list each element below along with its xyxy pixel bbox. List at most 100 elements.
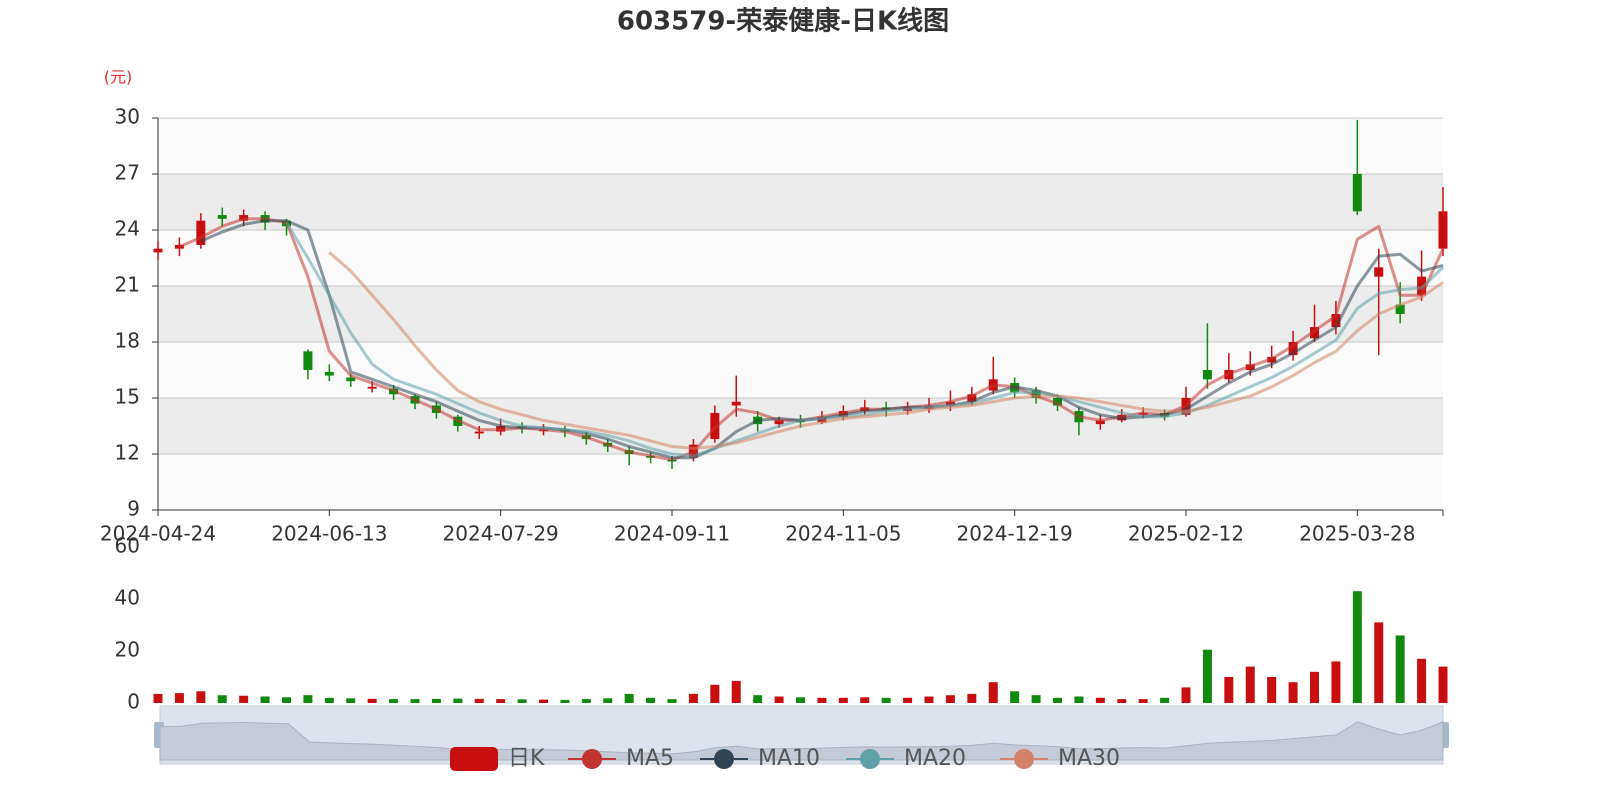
legend-label: 日K	[508, 746, 545, 771]
y-tick-label: 27	[115, 161, 140, 185]
volume-bar	[260, 696, 270, 703]
candle-body	[1202, 370, 1212, 380]
volume-bar	[603, 698, 613, 703]
candle-body	[731, 401, 741, 406]
volume-bar	[217, 695, 227, 703]
volume-bar	[1224, 677, 1234, 703]
volume-bar	[282, 697, 291, 703]
volume-bar	[324, 697, 334, 703]
volume-bar	[903, 697, 913, 703]
volume-tick-label: 20	[115, 638, 140, 662]
volume-bar	[1117, 699, 1127, 703]
candle-body	[1438, 211, 1448, 249]
candle-body	[196, 220, 206, 245]
y-tick-label: 9	[127, 497, 140, 521]
volume-bar	[581, 699, 591, 703]
volume-bar	[624, 693, 634, 703]
volume-bar	[817, 697, 827, 703]
volume-bar	[196, 691, 206, 703]
volume-tick-label: 40	[115, 586, 140, 610]
volume-bar	[410, 699, 420, 703]
candle-body	[1095, 420, 1105, 425]
volume-tick-label: 0	[127, 690, 140, 714]
volume-bar	[731, 680, 741, 703]
volume-bar	[1438, 666, 1448, 703]
candle-body	[1031, 390, 1041, 398]
bands	[158, 118, 1443, 510]
legend-icon	[1014, 749, 1034, 769]
x-tick-label: 2024-11-05	[785, 522, 901, 546]
candle-body	[474, 431, 484, 434]
volume-bar	[474, 698, 484, 703]
x-tick-label: 2024-04-24	[100, 522, 216, 546]
x-tick-label: 2024-06-13	[271, 522, 387, 546]
volume-bar	[1138, 699, 1148, 703]
volume-bar	[688, 693, 698, 703]
split-area	[158, 230, 1443, 286]
volume-tick-label: 60	[115, 534, 140, 558]
volume-bar	[453, 698, 463, 703]
volume-bar	[517, 699, 527, 703]
volume-bar	[710, 684, 720, 703]
candle-body	[1288, 342, 1298, 356]
legend-label: MA20	[904, 746, 966, 771]
volume-bar	[1331, 661, 1341, 703]
volume-bar	[1352, 591, 1362, 703]
volume-bar	[560, 699, 570, 703]
candle-body	[945, 401, 955, 406]
volume-bar	[988, 682, 998, 703]
legend-icon	[714, 749, 734, 769]
y-tick-label: 24	[115, 217, 140, 241]
volume-bar	[1074, 696, 1084, 703]
split-area	[158, 118, 1443, 174]
candle-body	[153, 248, 163, 253]
candle-body	[217, 215, 227, 219]
candle-body	[324, 371, 334, 376]
x-tick-label: 2025-02-12	[1128, 522, 1244, 546]
x-tick-label: 2024-07-29	[443, 522, 559, 546]
legend-label: MA5	[626, 746, 674, 771]
ma-line	[285, 221, 1445, 458]
volume-bar	[945, 695, 955, 703]
candle-body	[1053, 398, 1062, 406]
volume-bar	[431, 698, 441, 703]
legend-icon	[450, 747, 498, 771]
volume-bar	[346, 698, 356, 703]
volume-bar	[539, 699, 548, 703]
candle-body	[1395, 304, 1405, 314]
volume-bar	[1181, 687, 1191, 703]
volume-bar	[774, 696, 784, 703]
split-area	[158, 454, 1443, 510]
volume-bar	[1288, 682, 1298, 703]
y-tick-label: 15	[115, 385, 140, 409]
volume-bar	[239, 695, 249, 703]
volume-bar	[389, 699, 399, 703]
y-unit: (元)	[104, 68, 133, 87]
ma-line	[328, 251, 1444, 450]
volume-bar	[796, 697, 805, 703]
volume-bar	[838, 697, 848, 703]
volume-bar	[303, 695, 313, 703]
y-tick-label: 12	[115, 441, 140, 465]
legend-icon	[860, 749, 880, 769]
volume-bar	[1053, 697, 1062, 703]
candle-body	[346, 377, 356, 382]
volume-bar	[646, 697, 656, 703]
chart-title: 603579-荣泰健康-日K线图	[617, 6, 949, 37]
candle-body	[1352, 174, 1362, 212]
volume-bar	[667, 699, 677, 703]
volume-bar	[967, 693, 977, 703]
volume-bar	[1010, 691, 1020, 703]
volume-bar	[1267, 677, 1277, 703]
volume-bar	[1395, 635, 1405, 703]
candle-body	[1374, 267, 1384, 277]
y-tick-label: 18	[115, 329, 140, 353]
x-tick-label: 2024-09-11	[614, 522, 730, 546]
volume-bar	[1310, 671, 1319, 703]
x-tick-label: 2025-03-28	[1299, 522, 1415, 546]
volume-bar	[1095, 697, 1105, 703]
candle-body	[303, 351, 313, 370]
volume-bar	[753, 695, 763, 703]
volume-bar	[1245, 666, 1255, 703]
